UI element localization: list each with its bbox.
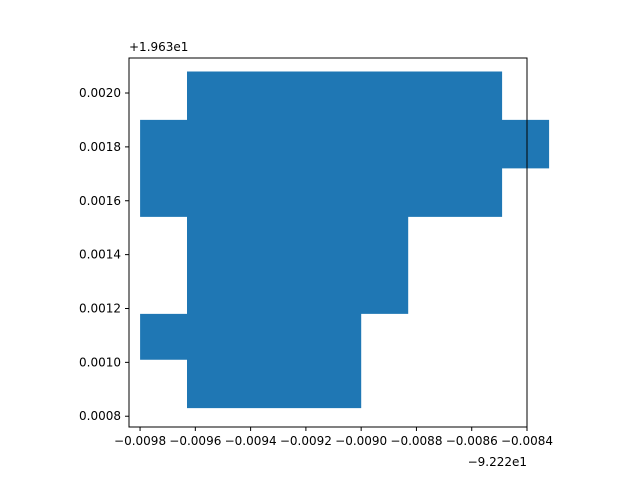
y-tick-label: 0.0014 — [79, 248, 121, 262]
x-tick-label: −0.0086 — [446, 434, 498, 448]
x-offset-label: −9.222e1 — [468, 455, 527, 469]
x-tick-label: −0.0092 — [280, 434, 332, 448]
y-tick-label: 0.0020 — [79, 86, 121, 100]
plot-area — [140, 71, 550, 409]
x-tick-label: −0.0096 — [169, 434, 221, 448]
y-tick-label: 0.0010 — [79, 355, 121, 369]
y-tick-label: 0.0008 — [79, 409, 121, 423]
filled-region — [140, 71, 550, 409]
x-tick-label: −0.0088 — [390, 434, 442, 448]
x-axis: −0.0098 −0.0096 −0.0094 −0.0092 −0.0090 −0.00… — [114, 427, 553, 448]
y-tick-label: 0.0016 — [79, 194, 121, 208]
y-tick-label: 0.0012 — [79, 301, 121, 315]
y-tick-label: 0.0018 — [79, 140, 121, 154]
x-tick-label: −0.0084 — [501, 434, 553, 448]
x-tick-label: −0.0098 — [114, 434, 166, 448]
x-tick-label: −0.0094 — [225, 434, 277, 448]
axes-frame — [128, 57, 528, 428]
x-tick-label: −0.0090 — [335, 434, 387, 448]
y-axis: 0.0008 0.0010 0.0012 0.0014 0.0016 0.0018 0.00… — [79, 86, 129, 423]
y-offset-label: +1.963e1 — [129, 40, 188, 54]
